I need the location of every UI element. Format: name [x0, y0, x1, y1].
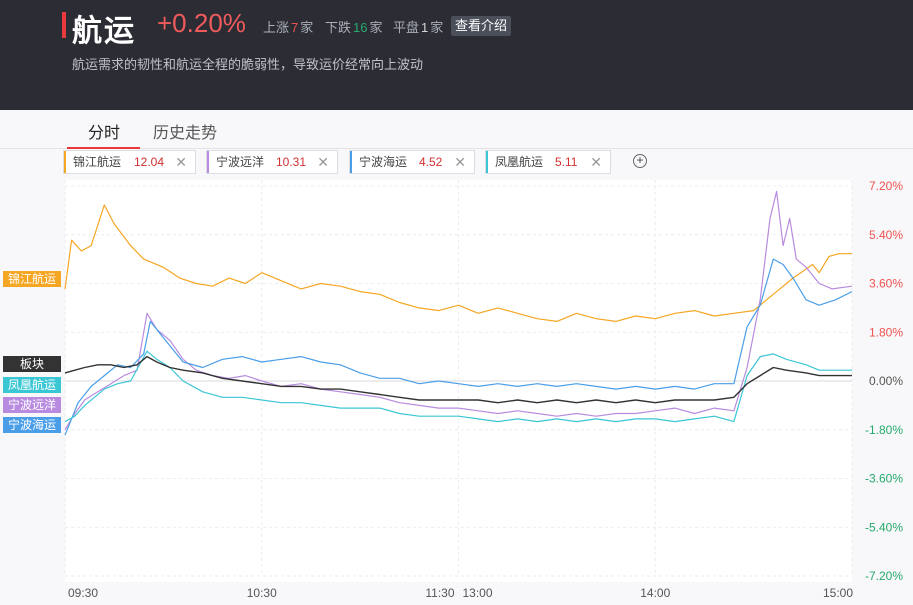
flat-count: 1: [421, 20, 429, 35]
left-series-label: 锦江航运: [8, 271, 56, 286]
series-line: [64, 258, 853, 436]
left-series-label: 板块: [20, 357, 44, 371]
series-line: [64, 190, 853, 431]
tab-intraday[interactable]: 分时: [88, 125, 121, 142]
sector-title: 航运: [72, 15, 136, 48]
close-icon[interactable]: ✕: [317, 154, 329, 170]
left-series-label-bg: [3, 356, 61, 372]
y-tick-label: 5.40%: [869, 228, 903, 242]
close-icon[interactable]: ✕: [454, 154, 466, 170]
series-line: [64, 355, 852, 404]
flat-count-stat: 平盘 1 家: [393, 17, 443, 36]
stock-chip-jinjiang[interactable]: 锦江航运 12.04 ✕: [63, 150, 196, 174]
y-tick-label: 1.80%: [869, 325, 903, 339]
chip-price: 12.04: [134, 155, 165, 169]
y-tick-label: -3.60%: [865, 472, 903, 486]
x-tick-label: 15:00: [823, 586, 853, 600]
chip-price: 10.31: [276, 155, 307, 169]
header-panel: 航运 +0.20% 上涨 7 家 下跌 16 家 平盘 1 家 查看介绍 航运需求的韧性和航…: [0, 0, 913, 110]
chip-color-bar: [207, 151, 209, 173]
chip-color-bar: [350, 151, 352, 173]
chip-name: 锦江航运: [73, 155, 122, 169]
up-count-stat: 上涨 7 家: [263, 17, 313, 36]
y-tick-label: 0.00%: [869, 374, 903, 388]
view-intro-button[interactable]: 查看介绍: [451, 16, 512, 36]
stock-chip-ningbo-marine[interactable]: 宁波海运 4.52 ✕: [349, 150, 475, 174]
down-unit: 家: [369, 20, 383, 35]
chip-color-bar: [486, 151, 488, 173]
up-unit: 家: [300, 20, 314, 35]
series-line: [64, 204, 852, 322]
x-tick-label: 09:30: [68, 586, 98, 600]
up-count: 7: [291, 20, 299, 35]
x-tick-label: 14:00: [640, 586, 670, 600]
title-accent-bar: [62, 12, 66, 38]
down-count: 16: [353, 20, 368, 35]
left-series-label: 宁波远洋: [8, 397, 56, 412]
chip-price: 4.52: [419, 155, 443, 169]
plus-circle-icon[interactable]: +: [633, 154, 647, 168]
y-tick-label: -7.20%: [865, 569, 903, 583]
left-series-label-bg: [3, 271, 61, 287]
sector-description: 航运需求的韧性和航运全程的脆弱性，导致运价经常向上波动: [72, 57, 424, 72]
down-label: 下跌: [325, 20, 352, 35]
stock-chip-ningbo-ocean[interactable]: 宁波远洋 10.31 ✕: [206, 150, 338, 174]
flat-unit: 家: [430, 20, 444, 35]
chip-color-bar: [64, 151, 66, 173]
tab-divider: [0, 148, 913, 149]
chip-price: 5.11: [555, 155, 578, 169]
close-icon[interactable]: ✕: [590, 154, 602, 170]
left-series-label: 凤凰航运: [8, 377, 56, 392]
stock-chip-phoenix[interactable]: 凤凰航运 5.11 ✕: [485, 150, 611, 174]
y-tick-label: 7.20%: [869, 179, 903, 193]
left-series-label-bg: [3, 397, 61, 413]
up-label: 上涨: [263, 20, 290, 35]
chip-name: 宁波远洋: [216, 155, 265, 169]
x-tick-label: 10:30: [247, 586, 277, 600]
chip-name: 凤凰航运: [495, 155, 544, 169]
flat-label: 平盘: [393, 20, 420, 35]
series-line: [64, 350, 852, 423]
down-count-stat: 下跌 16 家: [325, 17, 383, 36]
left-series-label: 宁波海运: [8, 417, 56, 432]
x-tick-label: 11:30: [425, 586, 454, 600]
active-tab-underline: [67, 147, 140, 149]
y-tick-label: -1.80%: [865, 423, 903, 437]
y-tick-label: 3.60%: [869, 277, 903, 291]
left-series-label-bg: [3, 377, 61, 393]
y-tick-label: -5.40%: [865, 520, 903, 534]
sector-change: +0.20%: [157, 8, 246, 38]
tab-history[interactable]: 历史走势: [153, 125, 218, 142]
x-tick-label: 13:00: [463, 586, 493, 600]
close-icon[interactable]: ✕: [175, 154, 187, 170]
left-series-label-bg: [3, 417, 61, 433]
chip-name: 宁波海运: [359, 155, 408, 169]
